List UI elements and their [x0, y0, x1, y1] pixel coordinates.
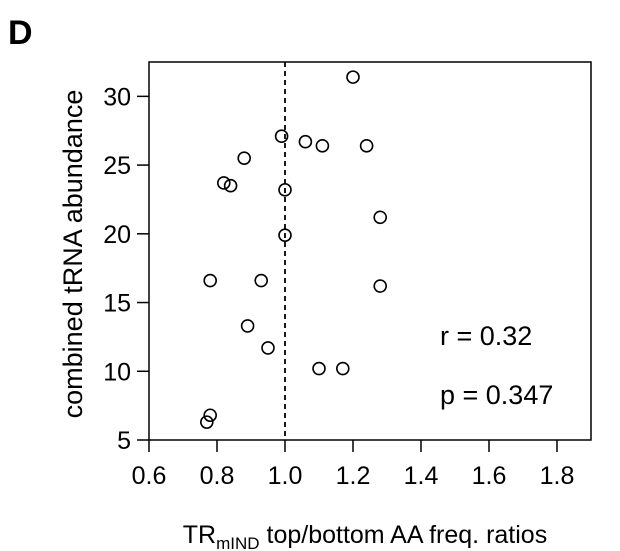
y-tick-label-4: 25	[103, 152, 131, 180]
x-tick-label-5: 1.6	[472, 462, 507, 490]
x-tick-label-0: 0.6	[132, 462, 167, 490]
data-point-2	[298, 134, 313, 149]
data-point-7	[223, 178, 238, 193]
data-point-9	[373, 210, 388, 225]
y-axis-label: combined tRNA abundance	[58, 90, 88, 419]
y-tick-label-2: 15	[103, 290, 131, 318]
data-point-19	[200, 415, 214, 429]
x-axis-label-main: TR	[183, 521, 216, 549]
annotation-r: r = 0.32	[440, 321, 532, 351]
data-point-1	[274, 129, 289, 144]
x-axis-label: TRmIND top/bottom AA freq. ratios	[183, 521, 547, 551]
data-point-5	[237, 151, 251, 166]
annotation-p: p = 0.347	[440, 380, 553, 410]
data-point-16	[312, 361, 326, 376]
data-point-4	[359, 139, 374, 153]
y-tick-label-1: 10	[103, 358, 131, 386]
data-point-10	[278, 228, 292, 242]
data-point-8	[278, 183, 292, 197]
x-axis-label-rest: top/bottom AA freq. ratios	[260, 521, 548, 549]
data-point-0	[346, 70, 360, 84]
panel-label: D	[8, 14, 33, 52]
data-point-3	[315, 139, 330, 153]
y-tick-label-3: 20	[103, 221, 131, 249]
plot-frame	[148, 61, 592, 441]
data-point-13	[373, 279, 388, 293]
x-tick-label-3: 1.2	[336, 462, 371, 490]
x-tick-label-4: 1.4	[404, 462, 439, 490]
data-point-14	[240, 319, 255, 333]
plot-area: 0.6 0.8 1.0 1.2 1.4 1.6 1.8 5 10 15 20 25 30	[103, 61, 592, 490]
data-point-15	[261, 341, 275, 355]
data-point-18	[203, 408, 217, 423]
x-tick-label-1: 0.8	[200, 462, 235, 490]
data-point-17	[335, 361, 350, 376]
y-tick-label-5: 30	[103, 83, 131, 111]
y-tick-label-0: 5	[117, 427, 131, 455]
data-point-12	[254, 273, 269, 288]
x-tick-label-2: 1.0	[268, 462, 303, 490]
data-point-11	[203, 273, 217, 288]
data-point-6	[217, 176, 231, 190]
x-axis-label-subscript: mIND	[216, 534, 259, 551]
x-tick-label-6: 1.8	[540, 462, 575, 490]
